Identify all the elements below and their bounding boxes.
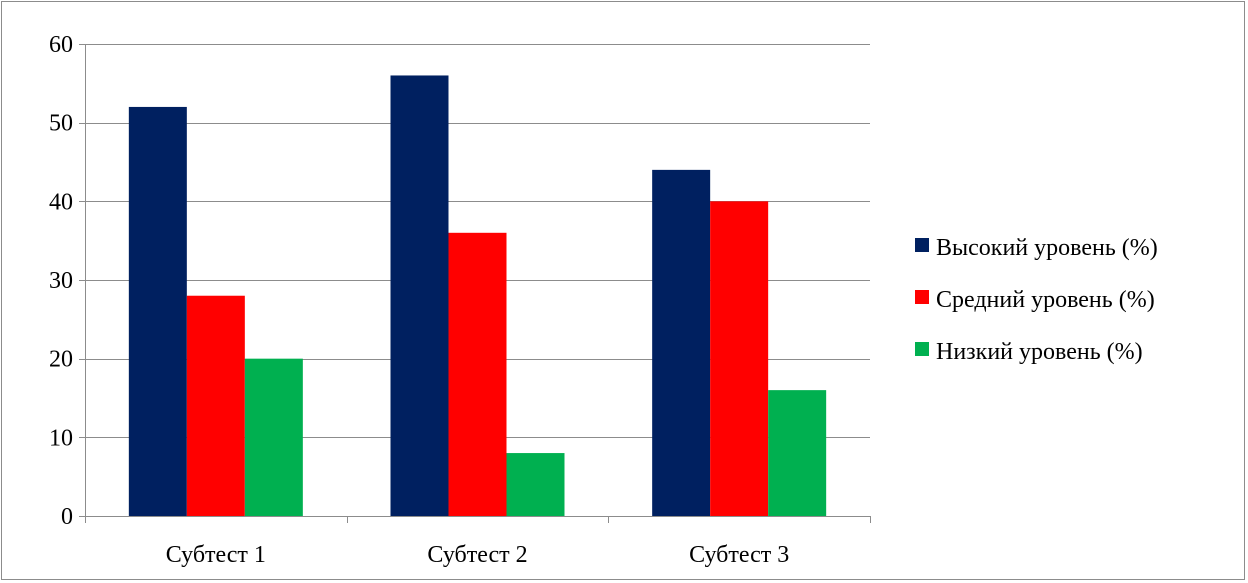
bar-3-2 xyxy=(710,201,769,517)
legend-swatch xyxy=(915,342,929,356)
y-tick-label: 20 xyxy=(49,347,73,373)
axes xyxy=(79,44,871,523)
bar-2-2 xyxy=(448,232,507,517)
x-tick-labels: Субтест 1 Субтест 2 Субтест 3 xyxy=(166,542,790,568)
bar-3-3 xyxy=(768,390,827,516)
x-tick-label: Субтест 1 xyxy=(166,542,266,568)
legend: Высокий уровень (%) Средний уровень (%) Ни… xyxy=(915,235,1158,365)
y-tick-label: 0 xyxy=(61,504,73,530)
legend-label: Средний уровень (%) xyxy=(936,287,1155,313)
bar-1-1 xyxy=(128,106,187,516)
legend-label: Высокий уровень (%) xyxy=(936,235,1158,261)
legend-label: Низкий уровень (%) xyxy=(936,339,1143,365)
bar-3-1 xyxy=(652,169,711,516)
y-tick-labels: 0 10 20 30 40 50 60 xyxy=(49,32,73,530)
bars xyxy=(128,75,827,517)
y-tick-label: 60 xyxy=(49,32,73,58)
legend-swatch xyxy=(915,290,929,304)
bar-1-2 xyxy=(186,295,245,516)
y-tick-label: 10 xyxy=(49,425,73,451)
y-tick-label: 50 xyxy=(49,111,73,137)
y-tick-label: 40 xyxy=(49,189,73,215)
bar-1-3 xyxy=(244,358,303,516)
x-tick-label: Субтест 2 xyxy=(427,542,527,568)
bar-2-3 xyxy=(506,453,565,516)
y-tick-label: 30 xyxy=(49,268,73,294)
legend-swatch xyxy=(915,238,929,252)
bar-2-1 xyxy=(390,75,449,516)
x-tick-label: Субтест 3 xyxy=(689,542,789,568)
